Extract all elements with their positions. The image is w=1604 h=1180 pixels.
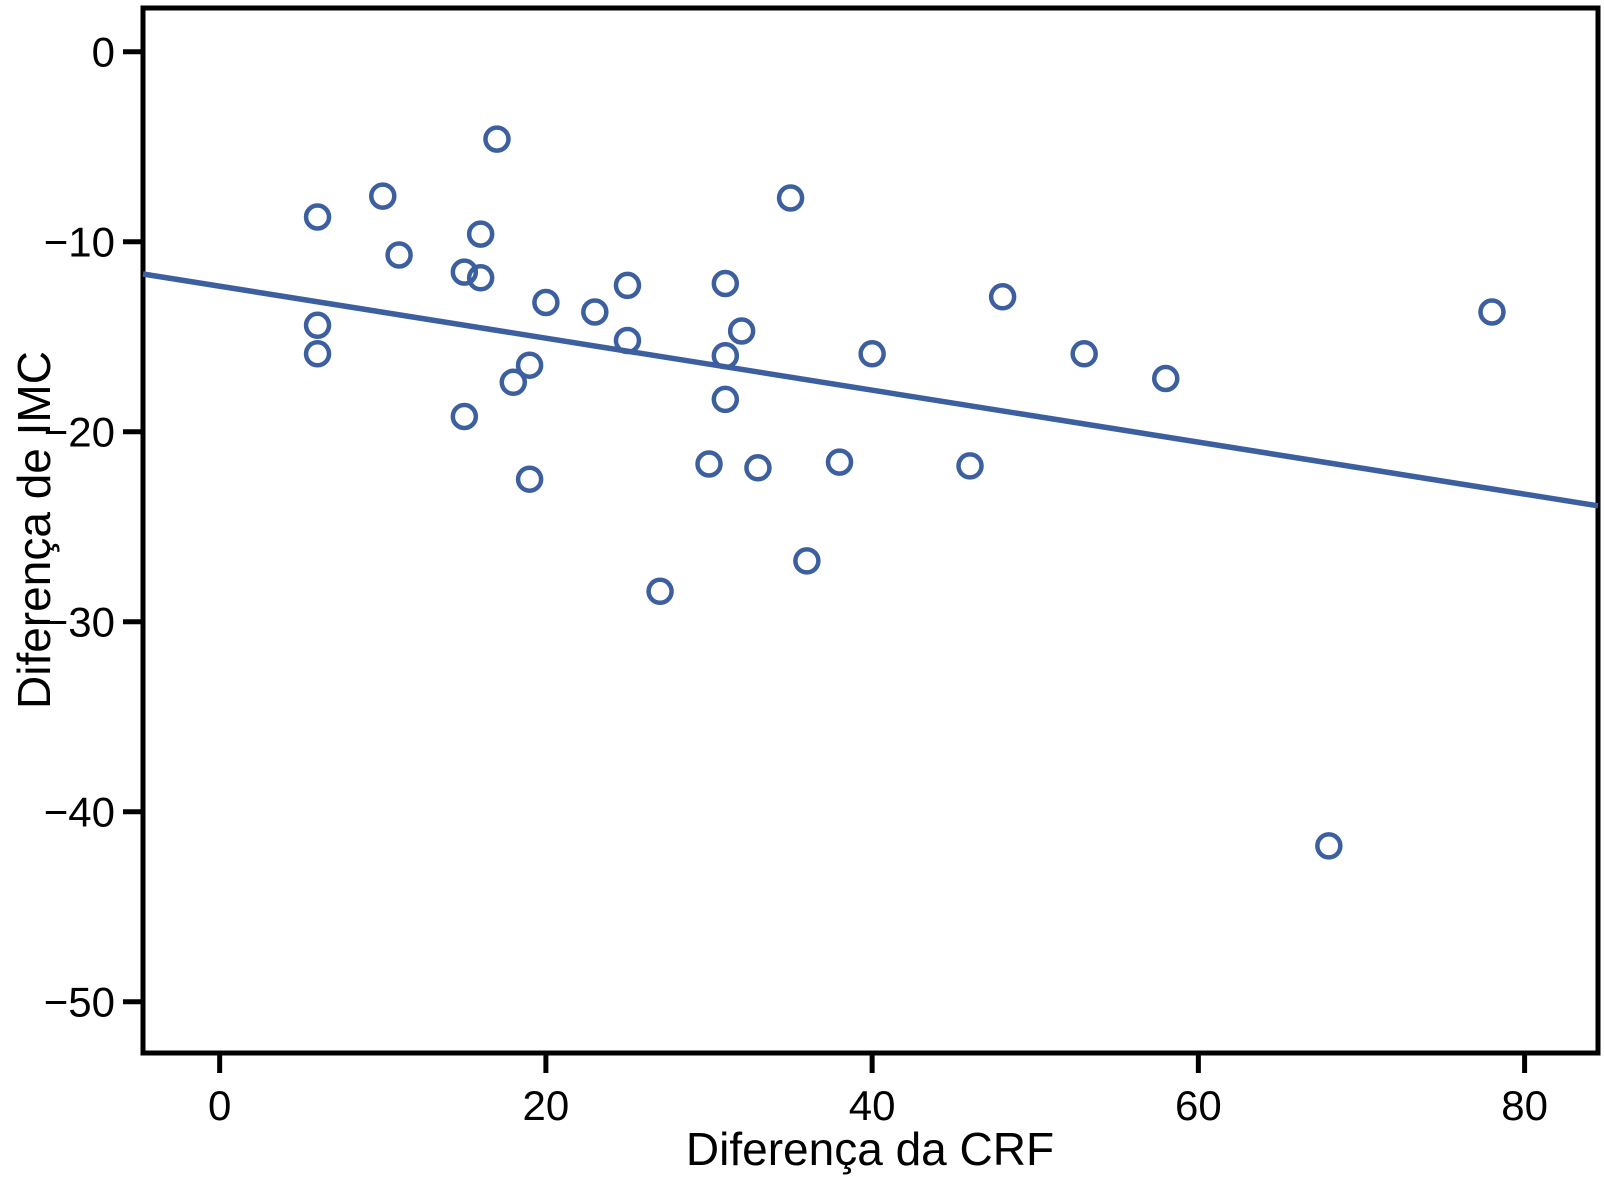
trend-line [142, 271, 1599, 509]
y-tick-label: −20 [44, 409, 115, 456]
data-point [776, 184, 805, 212]
data-point [466, 220, 495, 248]
y-axis-title: Diferença de IMC [8, 351, 60, 709]
x-axis-title: Diferença da CRF [686, 1123, 1054, 1175]
data-point [515, 351, 544, 379]
plot-frame [140, 5, 1601, 1056]
x-tick-label: 0 [208, 1082, 231, 1129]
y-tick-label: −30 [44, 599, 115, 646]
data-point [1070, 340, 1098, 368]
data-point [711, 341, 740, 370]
data-point [727, 317, 756, 345]
data-point [1315, 832, 1343, 860]
data-point [646, 577, 674, 606]
data-point [825, 448, 854, 476]
data-point [695, 450, 723, 478]
data-point [613, 271, 642, 300]
data-point [450, 402, 479, 431]
y-tick-label: 0 [92, 29, 115, 76]
x-tick-label: 20 [523, 1082, 570, 1129]
data-point [613, 326, 642, 355]
x-tick-label: 40 [849, 1082, 896, 1129]
data-point [369, 182, 397, 210]
data-point [450, 258, 479, 286]
data-point [483, 125, 511, 153]
data-point [515, 465, 544, 493]
data-point [499, 368, 528, 397]
data-point [581, 298, 609, 326]
y-tick-label: −10 [44, 219, 115, 266]
x-tick-label: 80 [1501, 1082, 1548, 1129]
data-point [956, 452, 984, 480]
data-point [303, 311, 332, 340]
y-tick-label: −40 [44, 789, 115, 836]
data-point [744, 454, 772, 482]
data-points [303, 125, 1506, 860]
axis-ticks: 0 20 40 60 80 0 −10 −20 −30 −40 −50 [44, 29, 1548, 1129]
data-point [466, 264, 495, 292]
data-point [711, 269, 740, 298]
data-point [303, 203, 332, 231]
data-point [385, 241, 413, 269]
trend-line-layer [142, 271, 1599, 509]
data-point [711, 385, 740, 414]
x-tick-label: 60 [1175, 1082, 1222, 1129]
data-point [858, 340, 886, 368]
data-point [793, 547, 821, 575]
y-tick-label: −50 [44, 979, 115, 1026]
data-point [1478, 298, 1506, 326]
data-point [532, 288, 560, 317]
data-point [1151, 364, 1180, 393]
data-point [988, 283, 1017, 311]
data-point [303, 340, 332, 368]
